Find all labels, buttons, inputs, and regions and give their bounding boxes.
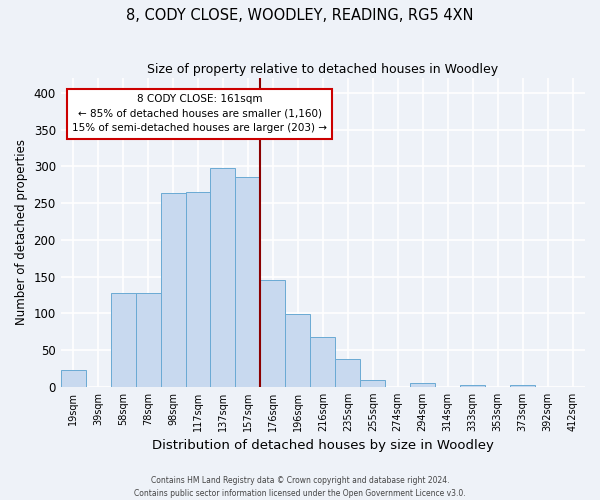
Bar xyxy=(260,280,286,387)
Bar xyxy=(136,292,161,387)
Bar xyxy=(510,384,535,387)
Bar xyxy=(110,292,136,387)
Title: Size of property relative to detached houses in Woodley: Size of property relative to detached ho… xyxy=(147,62,499,76)
Bar xyxy=(161,194,185,387)
Bar xyxy=(185,192,211,387)
Bar xyxy=(335,359,360,387)
Bar xyxy=(286,314,310,387)
Text: 8, CODY CLOSE, WOODLEY, READING, RG5 4XN: 8, CODY CLOSE, WOODLEY, READING, RG5 4XN xyxy=(126,8,474,22)
Bar xyxy=(410,383,435,387)
Bar xyxy=(460,384,485,387)
Y-axis label: Number of detached properties: Number of detached properties xyxy=(15,140,28,326)
Bar xyxy=(211,168,235,387)
Text: Contains HM Land Registry data © Crown copyright and database right 2024.
Contai: Contains HM Land Registry data © Crown c… xyxy=(134,476,466,498)
Bar xyxy=(235,178,260,387)
Bar xyxy=(360,380,385,387)
Text: 8 CODY CLOSE: 161sqm
← 85% of detached houses are smaller (1,160)
15% of semi-de: 8 CODY CLOSE: 161sqm ← 85% of detached h… xyxy=(72,94,327,134)
Bar xyxy=(310,337,335,387)
Bar xyxy=(61,370,86,387)
X-axis label: Distribution of detached houses by size in Woodley: Distribution of detached houses by size … xyxy=(152,440,494,452)
